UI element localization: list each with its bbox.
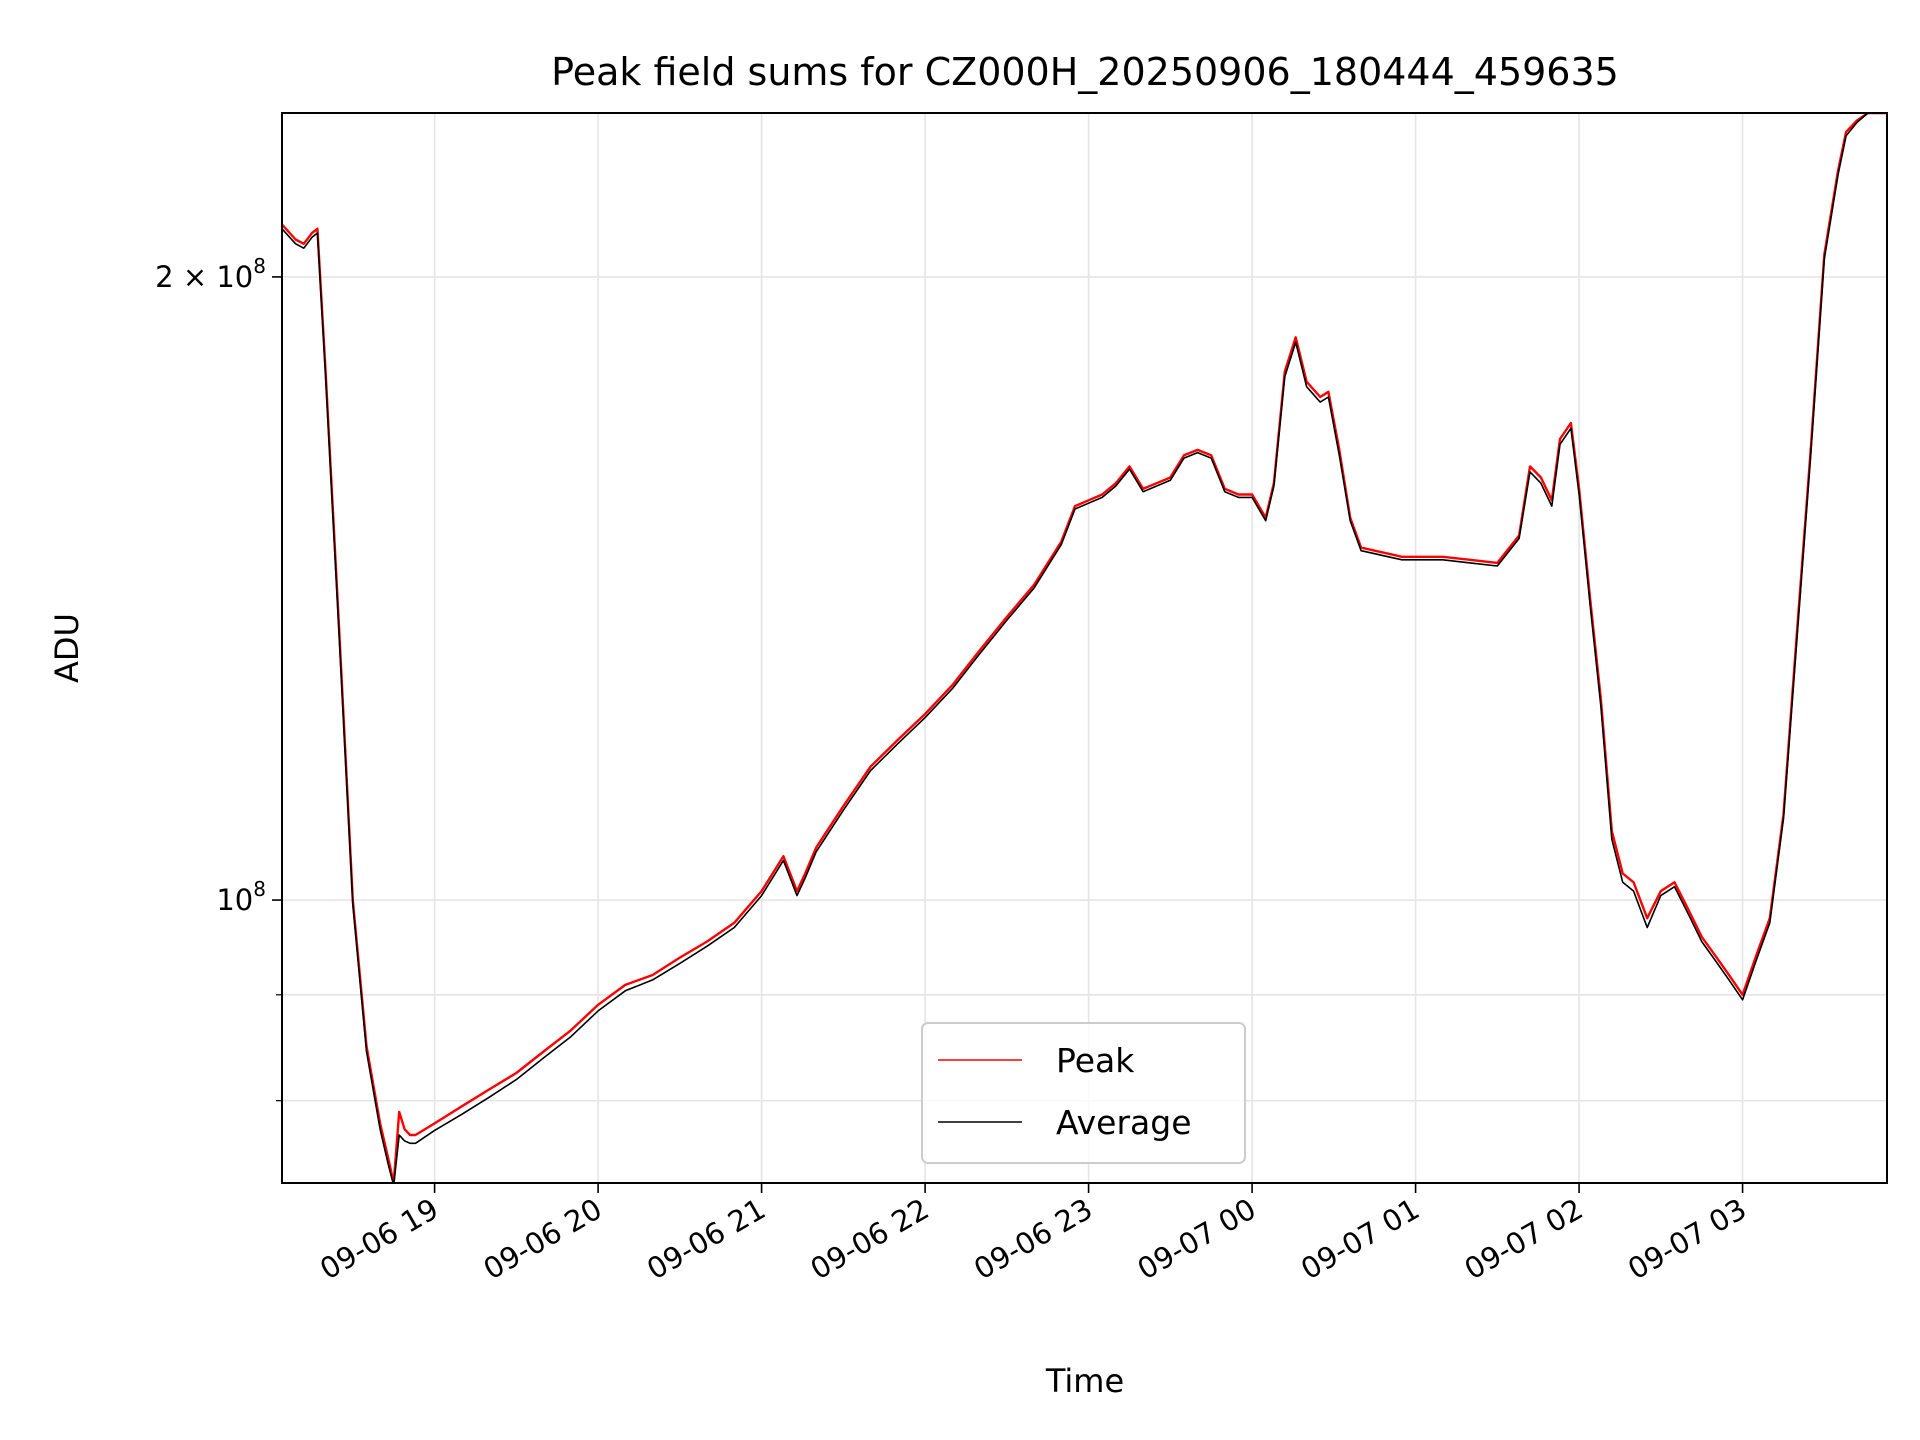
y-axis-title: ADU bbox=[48, 613, 86, 683]
legend-label-peak: Peak bbox=[1056, 1041, 1135, 1080]
plot-frame bbox=[281, 112, 1888, 1184]
y-tick-label: 108 bbox=[216, 877, 266, 917]
x-axis-title: Time bbox=[1045, 1362, 1124, 1400]
series-line-peak bbox=[282, 113, 1887, 1183]
chart-title: Peak field sums for CZ000H_20250906_1804… bbox=[551, 50, 1619, 94]
legend-box bbox=[921, 1022, 1246, 1164]
series-layer bbox=[282, 113, 1887, 1183]
y-axis: 108 2 × 108 bbox=[155, 254, 282, 1102]
legend-label-average: Average bbox=[1056, 1103, 1192, 1142]
y-tick-label: 2 × 108 bbox=[155, 254, 266, 294]
series-line-average bbox=[282, 113, 1887, 1183]
legend: Peak Average bbox=[921, 1022, 1246, 1164]
grid bbox=[282, 113, 1887, 1183]
